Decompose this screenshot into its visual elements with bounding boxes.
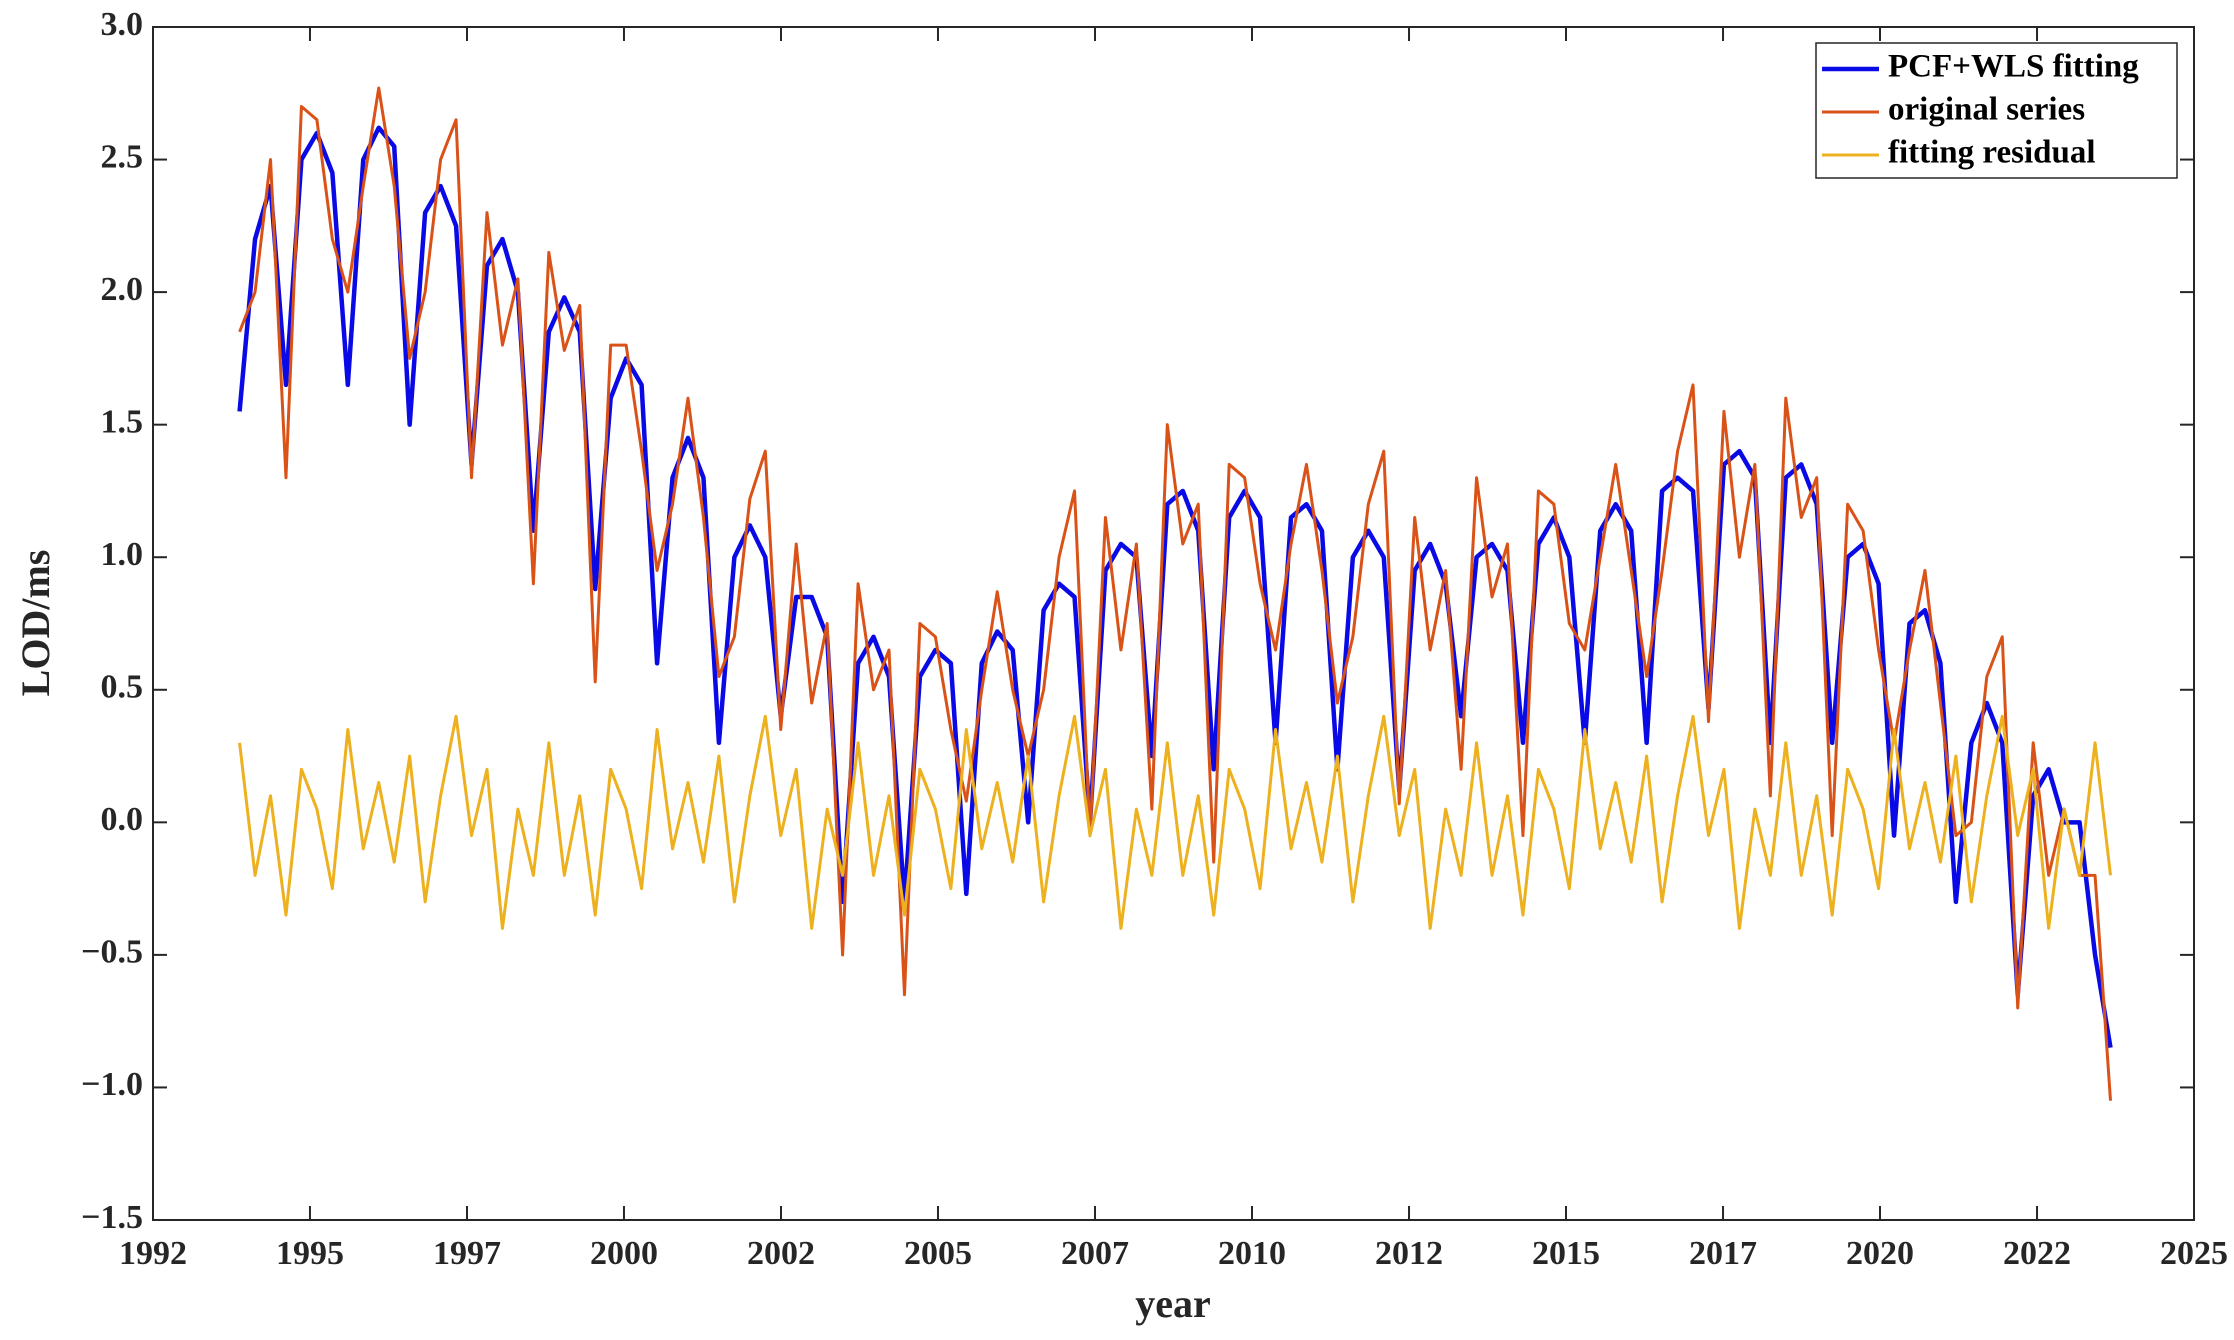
y-tick-label: 1.5 — [101, 403, 144, 440]
y-axis-label: LOD/ms — [13, 550, 58, 697]
x-tick-label: 2005 — [904, 1235, 972, 1272]
x-tick-label: 2025 — [2160, 1235, 2228, 1272]
series-line — [237, 125, 2113, 1049]
series-line — [238, 714, 2112, 930]
x-tick-label: 2002 — [747, 1235, 815, 1272]
x-axis-label: year — [1135, 1281, 1211, 1326]
y-tick-label: 2.0 — [101, 271, 144, 308]
y-tick-label: −1.0 — [81, 1066, 143, 1103]
x-tick-label: 2010 — [1218, 1235, 1286, 1272]
legend-label: PCF+WLS fitting — [1888, 49, 2139, 85]
series-line — [238, 86, 2112, 1101]
y-tick-label: 3.0 — [101, 6, 144, 43]
x-tick-label: 2017 — [1689, 1235, 1757, 1272]
x-tick-label: 2000 — [590, 1235, 658, 1272]
legend-label: fitting residual — [1888, 135, 2096, 171]
x-tick-label: 2015 — [1532, 1235, 1600, 1272]
y-tick-label: −0.5 — [81, 934, 143, 971]
x-tick-label: 1997 — [433, 1235, 501, 1272]
legend-label: original series — [1888, 92, 2085, 128]
x-tick-label: 2020 — [1846, 1235, 1914, 1272]
y-tick-label: 0.0 — [101, 801, 144, 838]
x-tick-label: 2012 — [1375, 1235, 1443, 1272]
x-tick-label: 1992 — [119, 1235, 187, 1272]
y-tick-label: −1.5 — [81, 1199, 143, 1236]
x-tick-label: 2007 — [1061, 1235, 1129, 1272]
y-tick-label: 2.5 — [101, 138, 144, 175]
legend: PCF+WLS fitting original series fitting re… — [1815, 42, 2178, 179]
y-tick-label: 1.0 — [101, 536, 144, 573]
x-tick-label: 2022 — [2003, 1235, 2071, 1272]
axes-box — [152, 26, 2195, 1221]
y-tick-label: 0.5 — [101, 669, 144, 706]
x-tick-label: 1995 — [276, 1235, 344, 1272]
